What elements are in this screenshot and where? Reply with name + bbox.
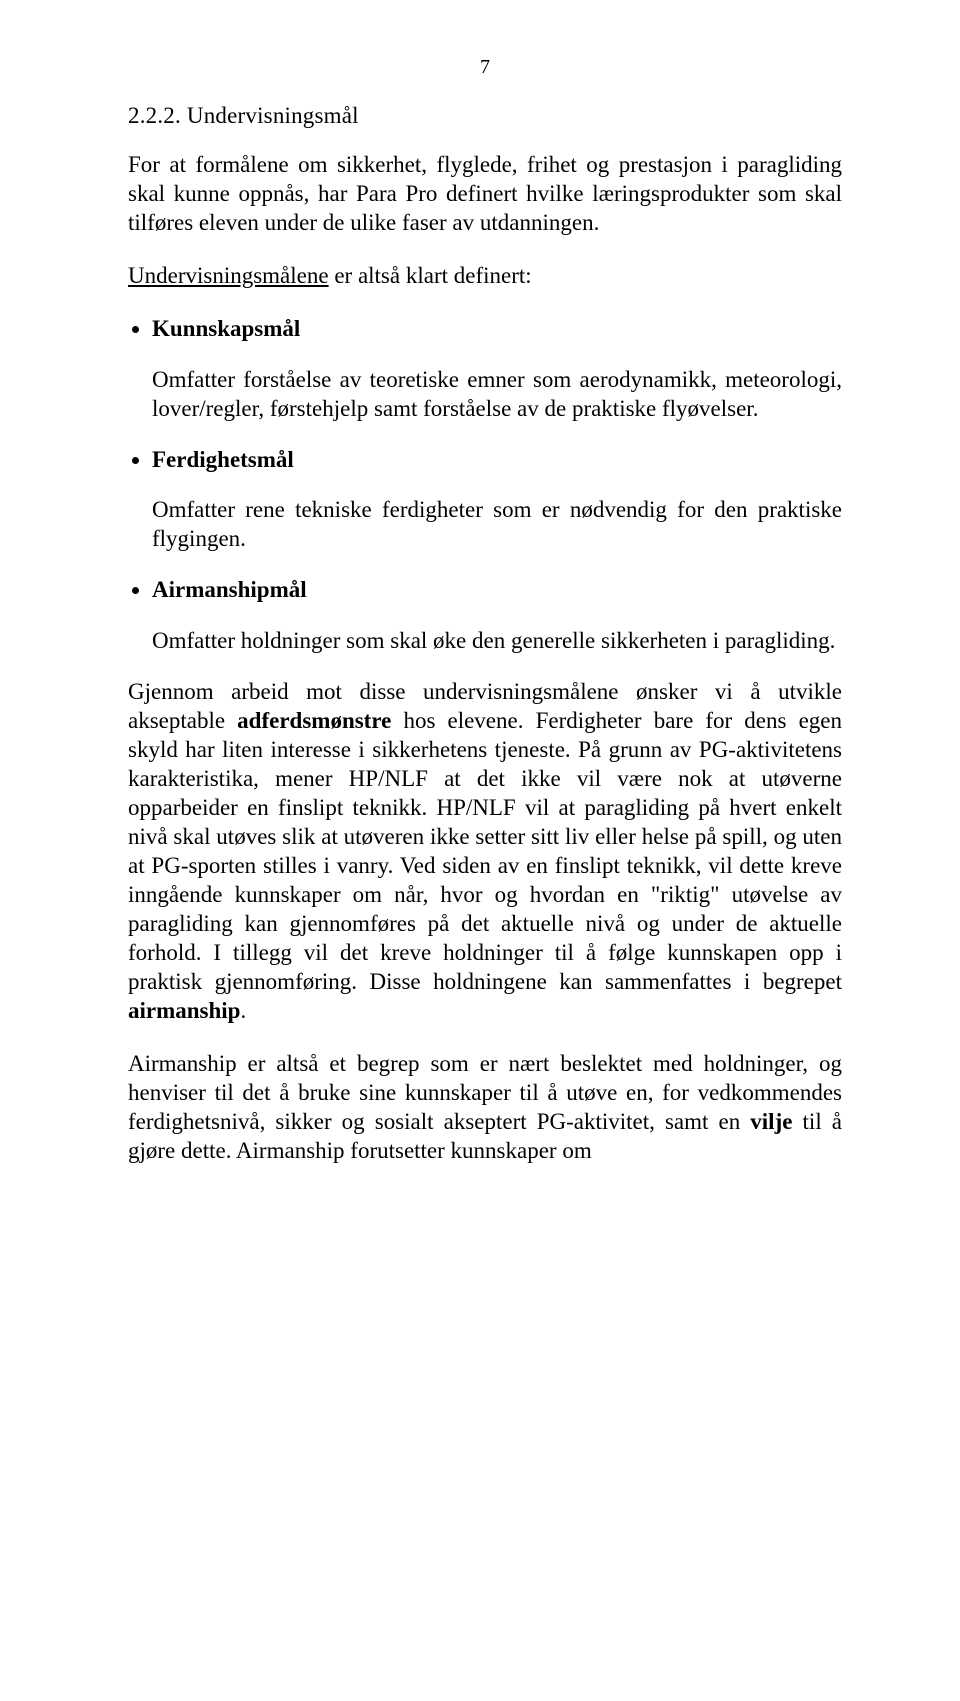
goal-title: Ferdighetsmål [152, 446, 842, 475]
intro-paragraph: For at formålene om sikkerhet, flyglede,… [128, 151, 842, 238]
goal-item: Airmanshipmål Omfatter holdninger som sk… [152, 576, 842, 656]
goal-item: Kunnskapsmål Omfatter forståelse av teor… [152, 315, 842, 424]
definition-lead: Undervisningsmålene er altså klart defin… [128, 262, 842, 291]
page-number: 7 [128, 56, 842, 79]
section-heading: 2.2.2. Undervisningsmål [128, 103, 842, 129]
para2-bold-1: adferdsmønstre [237, 708, 391, 733]
body-paragraph-2: Gjennom arbeid mot disse undervisningsmå… [128, 678, 842, 1026]
goal-title: Airmanshipmål [152, 576, 842, 605]
definition-lead-rest: er altså klart definert: [329, 263, 532, 288]
body-paragraph-3: Airmanship er altså et begrep som er nær… [128, 1050, 842, 1166]
goal-description: Omfatter forståelse av teoretiske emner … [152, 366, 842, 424]
goal-item: Ferdighetsmål Omfatter rene tekniske fer… [152, 446, 842, 555]
para2-post: . [240, 998, 246, 1023]
definition-lead-underlined: Undervisningsmålene [128, 263, 329, 288]
goal-description: Omfatter holdninger som skal øke den gen… [152, 627, 842, 656]
para2-mid: hos elevene. Ferdigheter bare for dens e… [128, 708, 842, 994]
para3-pre: Airmanship er altså et begrep som er nær… [128, 1051, 842, 1134]
goal-title: Kunnskapsmål [152, 315, 842, 344]
para2-bold-2: airmanship [128, 998, 240, 1023]
goal-description: Omfatter rene tekniske ferdigheter som e… [152, 496, 842, 554]
goal-list: Kunnskapsmål Omfatter forståelse av teor… [128, 315, 842, 656]
document-page: 7 2.2.2. Undervisningsmål For at formåle… [0, 0, 960, 1701]
para3-bold: vilje [750, 1109, 792, 1134]
